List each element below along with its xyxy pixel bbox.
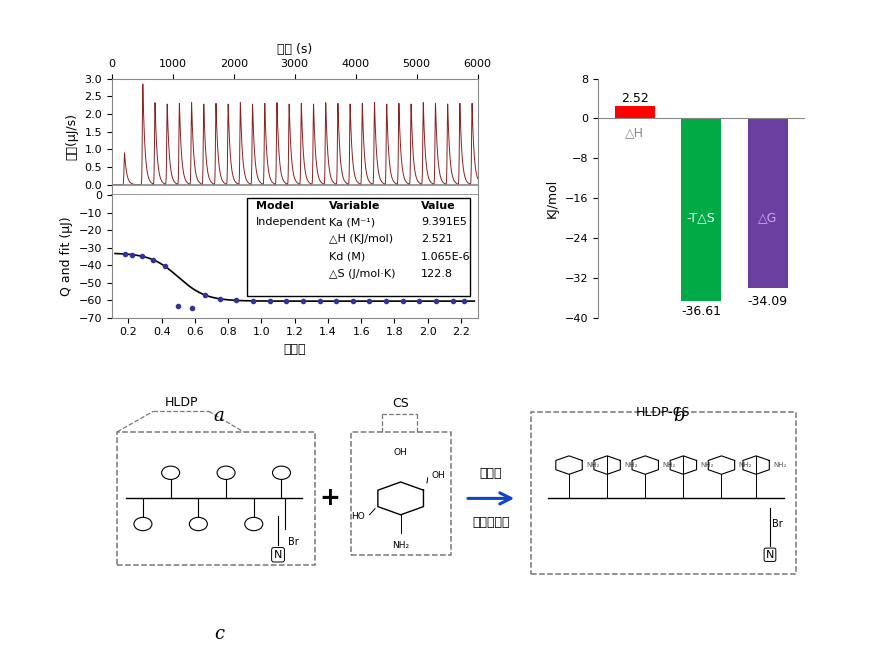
Text: N: N	[766, 550, 774, 560]
Y-axis label: Q and fit (μJ): Q and fit (μJ)	[60, 217, 73, 296]
Point	[396, 296, 410, 307]
Text: HLDP: HLDP	[164, 396, 198, 409]
Text: Kd (M): Kd (M)	[329, 252, 366, 261]
Text: +: +	[319, 487, 341, 510]
Text: 122.8: 122.8	[421, 269, 453, 279]
Text: 自组装: 自组装	[479, 468, 502, 481]
Text: Br: Br	[289, 537, 299, 547]
Text: HO: HO	[350, 512, 365, 521]
Point	[412, 296, 426, 307]
Bar	[614, 106, 654, 119]
Point	[429, 296, 443, 307]
Circle shape	[273, 466, 291, 479]
Point	[445, 296, 460, 307]
Text: CS: CS	[392, 397, 409, 410]
Text: NH₂: NH₂	[662, 462, 676, 468]
Bar	[531, 412, 796, 574]
Point	[279, 296, 293, 307]
Point	[313, 296, 327, 307]
Circle shape	[162, 466, 180, 479]
Bar	[117, 432, 315, 565]
Text: Independent: Independent	[257, 217, 327, 227]
X-axis label: 时间 (s): 时间 (s)	[277, 43, 312, 56]
Point	[147, 255, 161, 265]
Point	[246, 295, 260, 306]
Bar	[681, 119, 721, 301]
Circle shape	[134, 517, 152, 531]
Text: Ka (M⁻¹): Ka (M⁻¹)	[329, 217, 375, 227]
Text: △H (KJ/mol): △H (KJ/mol)	[329, 234, 393, 244]
Text: NH₂: NH₂	[738, 462, 752, 468]
Circle shape	[190, 517, 207, 531]
Text: -36.61: -36.61	[681, 305, 721, 318]
Point	[230, 295, 244, 306]
Text: b: b	[674, 407, 685, 424]
Text: NH₂: NH₂	[624, 462, 637, 468]
Text: 9.391E5: 9.391E5	[421, 217, 467, 227]
Text: NH₂: NH₂	[586, 462, 600, 468]
Circle shape	[217, 466, 235, 479]
Text: HLDP-CS: HLDP-CS	[636, 406, 690, 419]
Text: a: a	[214, 407, 224, 424]
Bar	[350, 432, 451, 555]
Text: NH₂: NH₂	[701, 462, 714, 468]
FancyArrowPatch shape	[468, 493, 510, 504]
Point	[263, 296, 277, 307]
Point	[329, 296, 343, 307]
X-axis label: 摩尔比: 摩尔比	[283, 343, 306, 356]
Text: NH₂: NH₂	[773, 462, 787, 468]
Point	[457, 296, 471, 307]
Text: OH: OH	[432, 471, 445, 480]
Y-axis label: KJ/mol: KJ/mol	[546, 179, 559, 218]
Point	[346, 296, 360, 307]
Text: OH: OH	[393, 449, 408, 457]
Text: c: c	[214, 625, 224, 643]
Point	[379, 296, 393, 307]
Point	[118, 249, 132, 259]
Text: 1.065E-6: 1.065E-6	[421, 252, 470, 261]
Text: 2.52: 2.52	[620, 92, 648, 105]
Text: △S (J/mol·K): △S (J/mol·K)	[329, 269, 396, 279]
Text: △G: △G	[758, 212, 778, 225]
Text: N: N	[274, 550, 283, 560]
Text: -34.09: -34.09	[748, 295, 788, 309]
Text: △H: △H	[625, 126, 644, 139]
Text: Model: Model	[257, 201, 294, 211]
Point	[134, 251, 148, 261]
Text: 疏水作用力: 疏水作用力	[472, 516, 510, 529]
FancyBboxPatch shape	[247, 198, 470, 295]
Text: NH₂: NH₂	[392, 541, 409, 550]
Text: Value: Value	[421, 201, 456, 211]
Bar	[748, 119, 788, 288]
Y-axis label: 热率(μJ/s): 热率(μJ/s)	[66, 113, 79, 160]
Point	[184, 303, 198, 313]
Text: -T△S: -T△S	[687, 212, 715, 225]
Text: 2.521: 2.521	[421, 234, 452, 244]
Point	[362, 296, 376, 307]
Circle shape	[245, 517, 263, 531]
Point	[124, 250, 139, 260]
Text: Variable: Variable	[329, 201, 381, 211]
Point	[158, 261, 173, 272]
Point	[198, 290, 212, 300]
Point	[171, 301, 185, 312]
Text: Br: Br	[772, 519, 782, 529]
Point	[213, 293, 227, 304]
Point	[296, 296, 310, 307]
